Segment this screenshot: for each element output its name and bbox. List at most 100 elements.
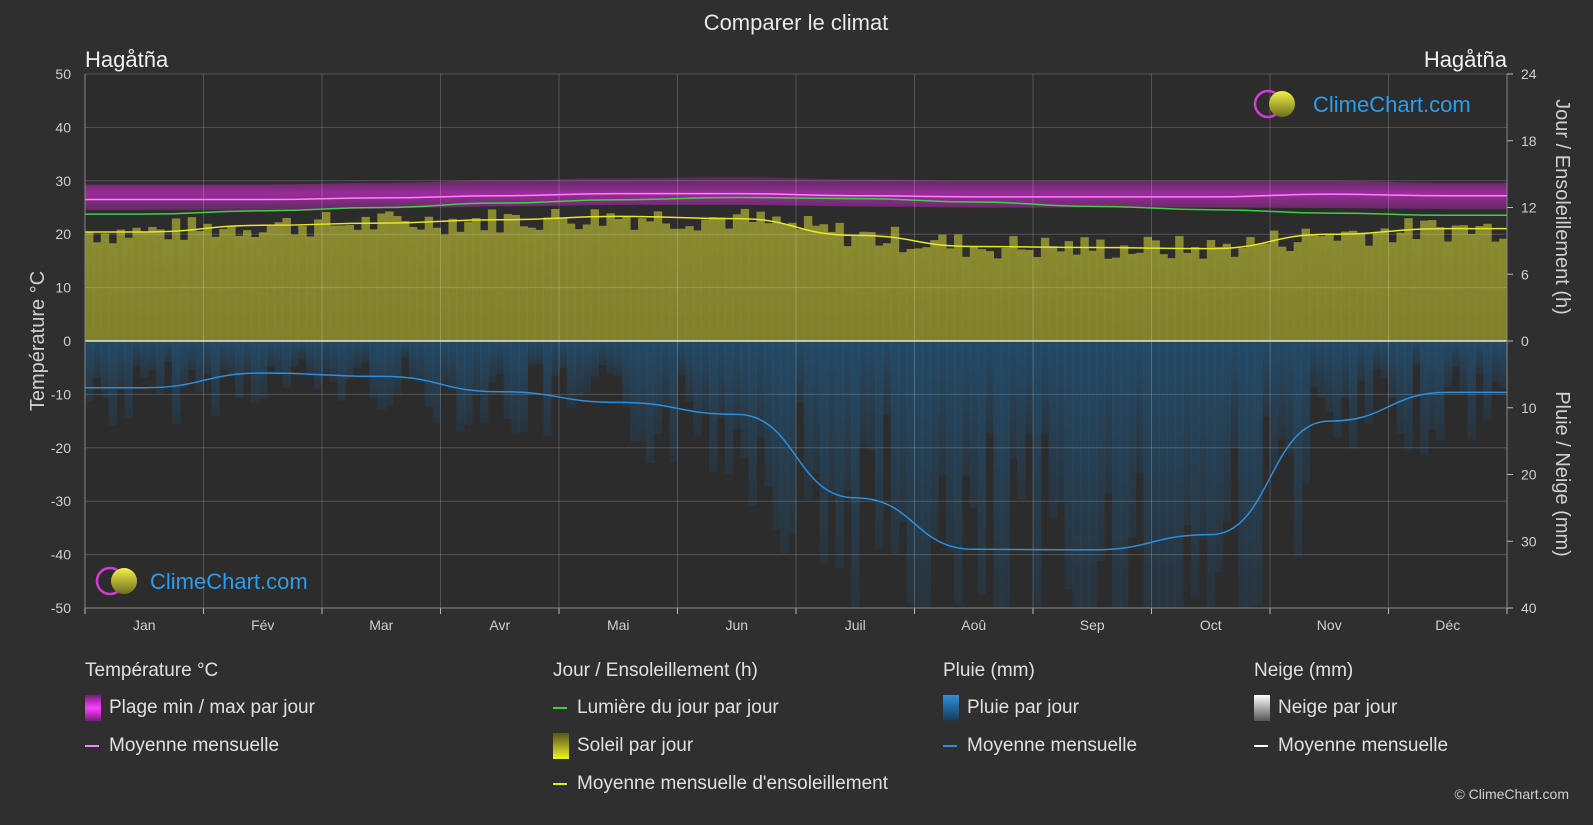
legend-item-label: Soleil par jour bbox=[577, 735, 694, 756]
legend-title: Jour / Ensoleillement (h) bbox=[553, 660, 758, 681]
legend-item: Plage min / max par jour bbox=[85, 695, 315, 721]
rain-day-bar bbox=[92, 341, 102, 378]
rain-day-bar bbox=[875, 341, 884, 549]
rain-day-bar bbox=[1396, 341, 1405, 434]
sunshine-day-bar bbox=[85, 232, 94, 341]
left-axis-label: Température °C bbox=[27, 271, 49, 411]
sunshine-day-bar bbox=[796, 229, 805, 341]
sunshine-day-bar bbox=[859, 231, 868, 341]
sunshine-day-bar bbox=[1428, 220, 1437, 341]
right-bottom-tick-label: 40 bbox=[1521, 600, 1537, 616]
sunshine-day-bar bbox=[385, 211, 394, 341]
sunshine-day-bar bbox=[1317, 236, 1326, 341]
right-top-tick-label: 18 bbox=[1521, 133, 1537, 149]
rain-day-bar bbox=[977, 341, 987, 595]
sunshine-day-bar bbox=[819, 224, 829, 341]
brand-text-bottom: ClimeChart.com bbox=[150, 569, 308, 594]
rain-day-bar bbox=[614, 341, 623, 377]
left-tick-label: 0 bbox=[63, 333, 71, 349]
sunshine-day-bar bbox=[472, 218, 481, 341]
sunshine-day-bar bbox=[1214, 246, 1224, 341]
rain-day-bar bbox=[1467, 341, 1476, 440]
rain-day-bar bbox=[116, 341, 125, 391]
rain-day-bar bbox=[1459, 341, 1468, 393]
rain-day-bar bbox=[1191, 341, 1200, 597]
sunshine-day-bar bbox=[1222, 243, 1231, 341]
legend-item: Neige par jour bbox=[1254, 695, 1448, 721]
legend-item: Moyenne mensuelle bbox=[1254, 734, 1448, 758]
sunshine-day-bar bbox=[1246, 237, 1255, 341]
rain-day-bar bbox=[235, 341, 244, 399]
sunshine-day-bar bbox=[124, 237, 133, 341]
sunshine-day-bar bbox=[906, 248, 915, 341]
sunshine-day-bar bbox=[1025, 249, 1034, 341]
rain-day-bar bbox=[416, 341, 426, 383]
rain-day-bar bbox=[258, 341, 268, 400]
sunshine-day-bar bbox=[258, 232, 268, 341]
rain-day-bar bbox=[1017, 341, 1026, 499]
rain-day-bar bbox=[187, 341, 197, 370]
sunshine-day-bar bbox=[653, 211, 663, 341]
rain-day-bar bbox=[1333, 341, 1342, 438]
legend-item-label: Moyenne mensuelle bbox=[1278, 735, 1449, 756]
rain-day-bar bbox=[961, 341, 971, 477]
sunshine-day-bar bbox=[266, 225, 276, 341]
sunshine-day-bar bbox=[393, 216, 402, 341]
left-tick-label: 30 bbox=[55, 173, 71, 189]
sunshine-day-bar bbox=[914, 248, 923, 341]
rain-day-bar bbox=[1009, 341, 1018, 460]
rain-day-bar bbox=[669, 341, 678, 463]
sunshine-day-bar bbox=[1001, 247, 1010, 341]
sunshine-day-bar bbox=[1380, 228, 1389, 341]
snow-swatch bbox=[1254, 695, 1270, 721]
sunshine-day-bar bbox=[243, 230, 252, 341]
rain-day-bar bbox=[590, 341, 599, 378]
rain-day-bar bbox=[361, 341, 370, 363]
rain-day-bar bbox=[1246, 341, 1255, 608]
sunshine-day-bar bbox=[495, 232, 505, 341]
sunshine-day-bar bbox=[1349, 230, 1358, 341]
rain-day-bar bbox=[835, 341, 844, 568]
sunshine-day-bar bbox=[424, 216, 434, 341]
sunshine-day-bar bbox=[337, 225, 347, 341]
sunshine-day-bar bbox=[1270, 230, 1279, 341]
right-top-tick-label: 6 bbox=[1521, 266, 1529, 282]
rain-day-bar bbox=[1293, 341, 1303, 558]
rain-day-bar bbox=[1277, 341, 1287, 441]
sunshine-day-bar bbox=[685, 226, 694, 341]
rain-day-bar bbox=[290, 341, 299, 366]
rain-day-bar bbox=[124, 341, 133, 419]
rain-day-bar bbox=[164, 341, 173, 363]
brand-logo-top[interactable]: ClimeChart.com bbox=[1253, 89, 1471, 119]
sunshine-day-bar bbox=[977, 249, 987, 341]
rain-day-bar bbox=[1206, 341, 1216, 608]
sunshine-day-bar bbox=[638, 218, 647, 341]
location-left: Hagåtña bbox=[85, 47, 169, 72]
rain-day-bar bbox=[543, 341, 552, 437]
sunshine-day-bar bbox=[827, 231, 836, 341]
sunshine-day-bar bbox=[179, 239, 189, 341]
sunshine-day-bar bbox=[961, 256, 971, 341]
sunshine-day-bar bbox=[187, 217, 197, 341]
sunshine-day-bar bbox=[875, 245, 884, 341]
rain-day-bar bbox=[1198, 341, 1208, 541]
sunshine-day-bar bbox=[1206, 239, 1216, 341]
rain-day-bar bbox=[598, 341, 607, 366]
rain-day-bar bbox=[898, 341, 908, 523]
brand-logo-bottom[interactable]: ClimeChart.com bbox=[95, 566, 308, 596]
rain-day-bar bbox=[954, 341, 963, 605]
sunshine-day-bar bbox=[527, 227, 536, 341]
sunshine-day-bar bbox=[1341, 231, 1350, 341]
rain-day-bar bbox=[661, 341, 671, 406]
rain-day-bar bbox=[511, 341, 520, 435]
legend-item: Moyenne mensuelle bbox=[85, 734, 315, 758]
sunshine-day-bar bbox=[582, 224, 592, 341]
rain-day-bar bbox=[408, 341, 418, 380]
sunshine-day-bar bbox=[717, 217, 726, 341]
rain-day-bar bbox=[1056, 341, 1066, 502]
sunshine-day-bar bbox=[1238, 248, 1247, 341]
rain-day-bar bbox=[638, 341, 647, 442]
sunshine-day-bar bbox=[669, 228, 678, 341]
sunshine-day-bar bbox=[448, 218, 457, 341]
sunshine-day-bar bbox=[282, 217, 291, 341]
